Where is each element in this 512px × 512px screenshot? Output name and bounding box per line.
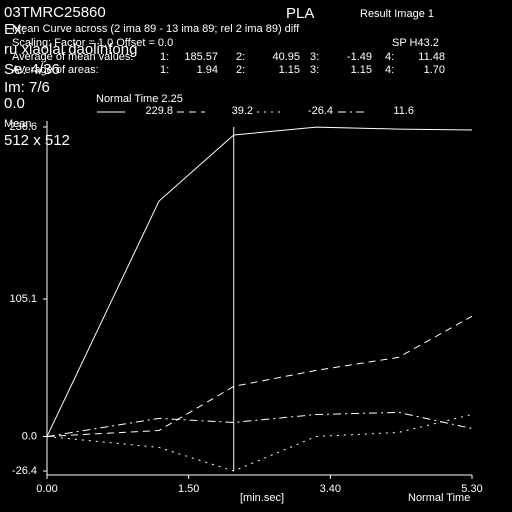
normal-time-label: Normal Time 2.25: [96, 93, 183, 105]
stat-label: Average of mean values:: [12, 51, 133, 63]
patient-id: 03TMRC25860: [4, 4, 106, 21]
stat-value: 185.57: [184, 51, 218, 63]
series-line: [46, 315, 473, 437]
legend-label: -26.4: [308, 105, 333, 117]
region: PLA: [286, 5, 314, 22]
stat-key: 1:: [160, 51, 169, 63]
y-tick-label: 236.6: [9, 121, 37, 133]
stat-value: 1.94: [197, 64, 218, 76]
y-tick-label: 105.1: [9, 293, 37, 305]
series-line: [46, 126, 473, 437]
matrix: 512 x 512: [4, 132, 70, 149]
x-tick-label: 1.50: [178, 483, 199, 495]
stat-value: 1.15: [351, 64, 372, 76]
plot: -26.4 0.0 105.1 236.6 0.00 1.50 3.40 5.30 [min.s…: [9, 93, 482, 504]
stat-key: 1:: [160, 64, 169, 76]
stat-key: 4:: [385, 51, 394, 63]
exam: Ex:: [4, 21, 26, 38]
stat-key: 2:: [236, 64, 245, 76]
stat-value: 1.15: [279, 64, 300, 76]
zero-label: 0.0: [4, 95, 25, 112]
y-tick-label: 0.0: [22, 430, 37, 442]
stat-key: 2:: [236, 51, 245, 63]
stat-key: 3:: [310, 51, 319, 63]
series-info: Se: 4/36: [4, 61, 60, 78]
image-info: Im: 7/6: [4, 79, 50, 96]
stat-label: Average of areas:: [12, 64, 99, 76]
x-tick-label: 5.30: [461, 483, 482, 495]
stat-value: -1.49: [347, 51, 372, 63]
series-line: [46, 411, 473, 437]
stat-rows: Average of mean values: 1: 185.57 2: 40.95 3:…: [12, 51, 445, 76]
stat-key: 3:: [310, 64, 319, 76]
mean-label: Mean: [4, 118, 32, 130]
result: Result Image 1: [360, 8, 434, 20]
position: SP H43.2: [392, 37, 439, 49]
x-axis-label-2: Normal Time: [408, 492, 470, 504]
scaling: Scaling: Factor = 1.0 Offset = 0.0: [12, 37, 173, 49]
x-axis-label: [min.sec]: [240, 492, 284, 504]
legend-label: 229.8: [145, 105, 173, 117]
stat-key: 4:: [385, 64, 394, 76]
stat-value: 11.48: [418, 51, 445, 63]
x-tick-label: 0.00: [36, 483, 57, 495]
patient-name: ru xiaolai daolinfong: [4, 41, 137, 58]
stat-value: 1.70: [424, 64, 445, 76]
y-tick-label: -26.4: [12, 465, 37, 477]
stat-value: 40.95: [272, 51, 300, 63]
legend-label: 39.2: [232, 105, 253, 117]
description: Mean Curve across (2 ima 89 - 13 ima 89;…: [12, 23, 300, 35]
legend-label: 11.6: [393, 105, 414, 117]
x-tick-label: 3.40: [320, 483, 341, 495]
